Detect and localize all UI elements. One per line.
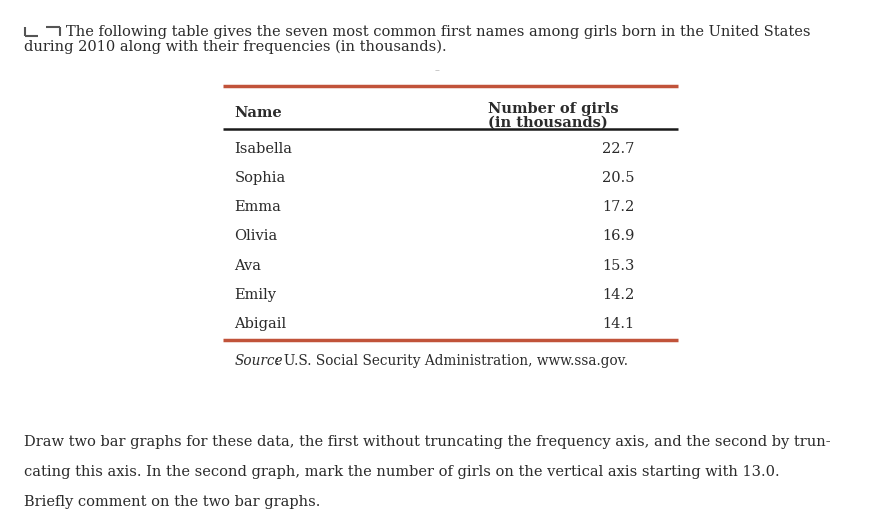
Text: (in thousands): (in thousands) <box>488 116 608 130</box>
Text: Number of girls: Number of girls <box>488 102 619 116</box>
Text: Olivia: Olivia <box>234 229 277 243</box>
Text: Isabella: Isabella <box>234 142 292 156</box>
Text: –: – <box>435 66 440 76</box>
Text: cating this axis. In the second graph, mark the number of girls on the vertical : cating this axis. In the second graph, m… <box>24 465 780 479</box>
Text: during 2010 along with their frequencies (in thousands).: during 2010 along with their frequencies… <box>24 40 447 54</box>
Text: The following table gives the seven most common first names among girls born in : The following table gives the seven most… <box>66 25 810 38</box>
Text: 20.5: 20.5 <box>602 171 634 185</box>
Text: 14.1: 14.1 <box>602 317 634 331</box>
Text: Sophia: Sophia <box>234 171 286 185</box>
Text: Briefly comment on the two bar graphs.: Briefly comment on the two bar graphs. <box>24 495 321 508</box>
Text: 16.9: 16.9 <box>602 229 634 243</box>
Text: Emma: Emma <box>234 200 282 214</box>
Text: : U.S. Social Security Administration, www.ssa.gov.: : U.S. Social Security Administration, w… <box>275 354 627 368</box>
Text: 17.2: 17.2 <box>602 200 634 214</box>
Text: Name: Name <box>234 106 283 120</box>
Text: Emily: Emily <box>234 288 276 301</box>
Text: Ava: Ava <box>234 259 262 272</box>
Text: Source: Source <box>234 354 284 368</box>
Text: 14.2: 14.2 <box>602 288 634 301</box>
Text: Abigail: Abigail <box>234 317 287 331</box>
Text: 22.7: 22.7 <box>602 142 634 156</box>
Text: 15.3: 15.3 <box>602 259 634 272</box>
Text: Draw two bar graphs for these data, the first without truncating the frequency a: Draw two bar graphs for these data, the … <box>24 435 831 449</box>
